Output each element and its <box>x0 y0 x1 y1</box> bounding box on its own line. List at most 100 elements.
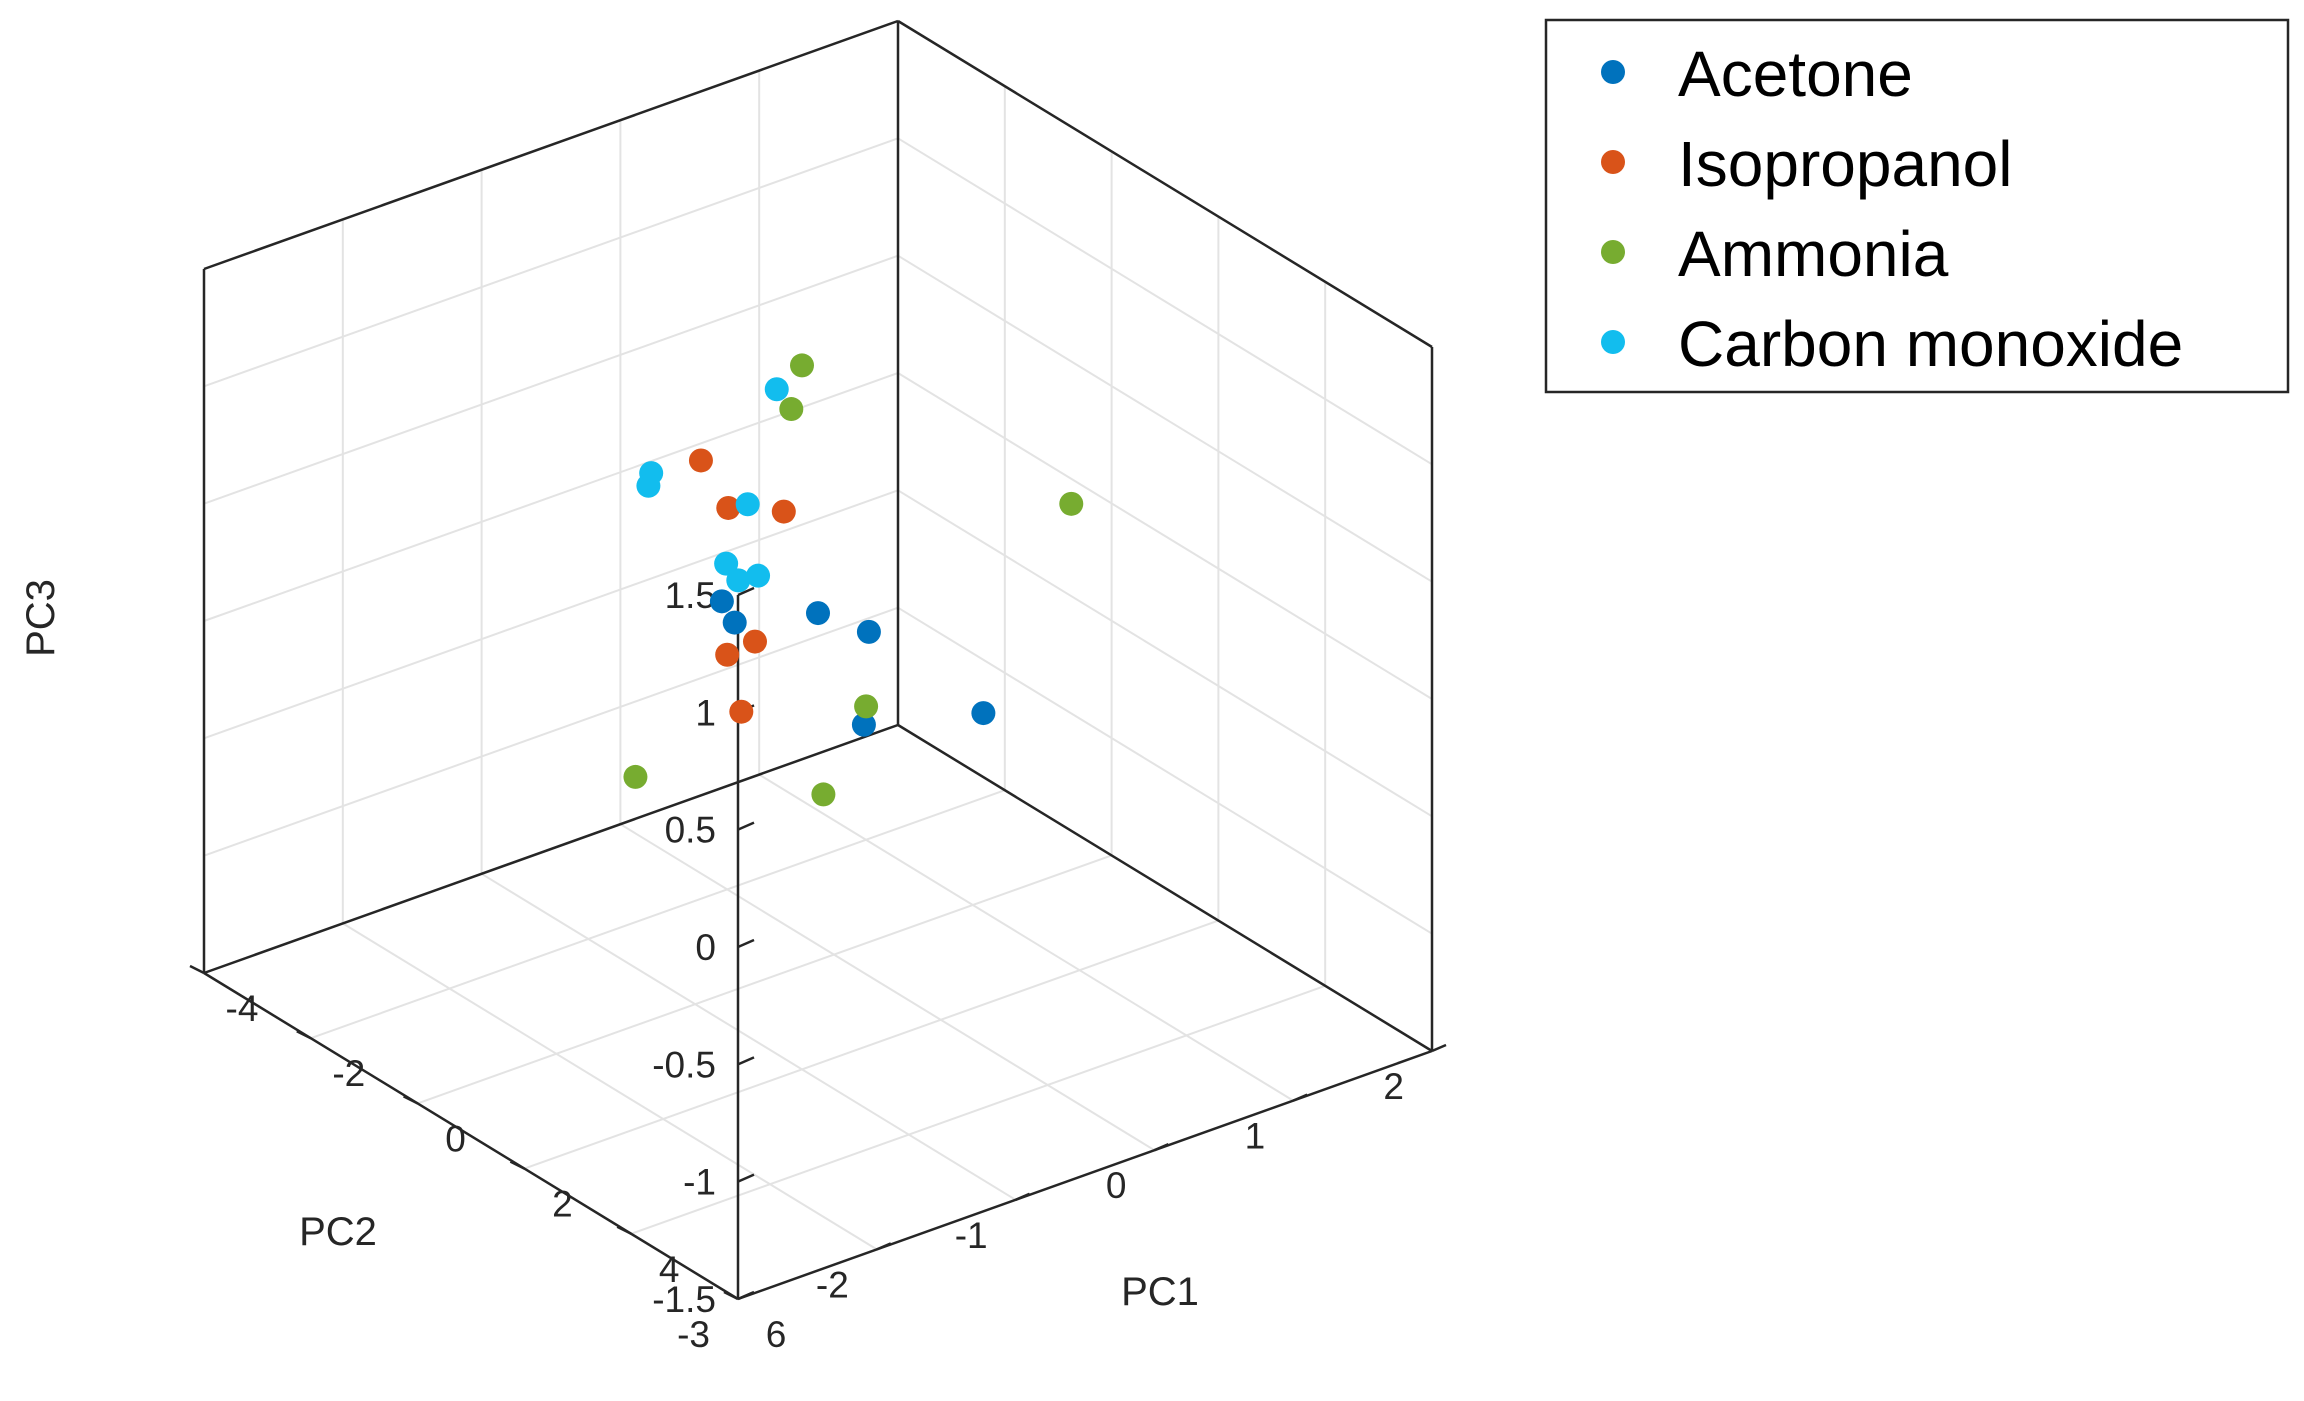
z-tick-mark <box>737 821 755 831</box>
point-acetone <box>856 619 881 644</box>
frame-edge <box>203 723 899 975</box>
y-tick-label: 2 <box>1383 1066 1404 1107</box>
point-ammonia <box>790 353 814 378</box>
grid-line <box>897 254 1433 583</box>
frame-edge <box>203 19 899 271</box>
grid-line <box>203 254 899 505</box>
legend-box <box>1544 18 2290 394</box>
z-tick-label: -0.5 <box>652 1044 716 1085</box>
grid-line <box>619 823 1155 1152</box>
legend-label-carbon-monoxide: Carbon monoxide <box>1678 308 2183 380</box>
point-acetone <box>806 601 830 626</box>
z-tick-label: -1 <box>683 1162 716 1203</box>
point-acetone <box>971 701 996 726</box>
axes-frame <box>189 19 1447 1301</box>
y-tick-label: 0 <box>1106 1165 1127 1206</box>
point-ammonia <box>811 782 836 807</box>
x-tick-label: 6 <box>766 1314 787 1355</box>
legend-label-ammonia: Ammonia <box>1678 218 1949 290</box>
legend: Acetone Isopropanol Ammonia Carbon monoxide <box>1544 18 2290 394</box>
legend-marker-carbon-monoxide <box>1601 330 1625 354</box>
x-tick-mark <box>189 964 205 975</box>
point-isopropanol <box>729 699 754 724</box>
y-tick-mark <box>1431 1043 1447 1053</box>
y-tick-mark <box>1015 1192 1031 1201</box>
legend-marker-isopropanol <box>1601 150 1625 174</box>
x-tick-mark <box>403 1095 419 1105</box>
x-tick-label: 2 <box>552 1184 573 1225</box>
tick-labels: -4 -2 0 2 4 6 -3 -2 -1 0 1 2 -1.5 -1 -0.5 0 0.5 1 1.5 <box>226 575 1404 1355</box>
grid-line <box>758 773 1294 1102</box>
legend-label-acetone: Acetone <box>1678 38 1913 110</box>
grid-line <box>897 137 1433 466</box>
grid-layer <box>203 20 1433 1300</box>
x-tick-label: -2 <box>332 1053 365 1094</box>
z-tick-mark <box>737 938 755 949</box>
point-carbon-monoxide <box>764 377 789 402</box>
legend-items: Acetone Isopropanol Ammonia Carbon monoxide <box>1601 38 2183 380</box>
y-axis-label: PC2 <box>299 1210 377 1254</box>
x-tick-mark <box>509 1160 525 1170</box>
data-points <box>623 353 1084 807</box>
grid-line <box>897 372 1433 700</box>
grid-line <box>203 137 899 388</box>
x-tick-label: 0 <box>445 1118 466 1159</box>
point-ammonia <box>779 397 804 422</box>
point-isopropanol <box>716 495 741 520</box>
y-tick-mark <box>876 1242 892 1251</box>
grid-line <box>630 984 1326 1235</box>
z-tick-label: 1.5 <box>665 575 716 616</box>
x-axis-label: PC1 <box>1121 1270 1199 1314</box>
point-isopropanol <box>771 499 796 524</box>
legend-marker-acetone <box>1601 60 1625 84</box>
point-acetone <box>851 712 876 737</box>
legend-marker-ammonia <box>1601 240 1625 264</box>
x-tick-label: 4 <box>659 1249 680 1290</box>
point-carbon-monoxide <box>726 568 751 593</box>
z-tick-mark <box>737 1173 755 1183</box>
y-tick-label: -1 <box>955 1215 988 1256</box>
x-tick-mark <box>296 1030 312 1040</box>
point-ammonia <box>854 694 879 719</box>
x-axis-line <box>737 1049 1433 1301</box>
frame-edge <box>897 19 1433 349</box>
y-tick-label: -2 <box>816 1264 849 1305</box>
z-tick-label: 1 <box>695 692 716 733</box>
z-tick-mark <box>737 1290 755 1301</box>
point-carbon-monoxide <box>636 473 661 498</box>
grid-line <box>524 919 1219 1170</box>
grid-line <box>897 606 1433 935</box>
grid-line <box>310 789 1006 1040</box>
grid-line <box>203 489 899 740</box>
point-ammonia <box>623 764 648 789</box>
z-tick-mark <box>737 1056 755 1066</box>
grid-line <box>897 489 1433 818</box>
legend-label-isopropanol: Isopropanol <box>1678 128 2012 200</box>
x-tick-mark <box>616 1225 632 1235</box>
y-tick-label: 1 <box>1245 1116 1266 1157</box>
y-axis-line <box>203 971 739 1301</box>
point-isopropanol <box>715 642 740 667</box>
point-carbon-monoxide <box>735 492 760 517</box>
point-acetone <box>709 589 734 614</box>
point-acetone <box>722 610 747 635</box>
axis-labels: PC1 PC2 PC3 <box>19 579 1199 1314</box>
point-carbon-monoxide <box>746 563 771 588</box>
z-axis-label: PC3 <box>19 579 63 657</box>
grid-line <box>417 854 1112 1105</box>
z-tick-label: 0.5 <box>665 810 716 851</box>
grid-line <box>342 922 878 1251</box>
z-tick-label: -1.5 <box>652 1279 716 1320</box>
z-tick-mark <box>737 586 755 597</box>
grid-line <box>203 606 899 857</box>
y-tick-label: -3 <box>677 1314 710 1355</box>
point-carbon-monoxide <box>714 551 739 576</box>
point-ammonia <box>1059 491 1084 516</box>
y-tick-mark <box>1292 1093 1308 1102</box>
x-tick-mark <box>723 1290 739 1301</box>
point-isopropanol <box>688 448 713 473</box>
grid-line <box>481 872 1017 1201</box>
y-tick-mark <box>1153 1143 1169 1152</box>
x-tick-label: -4 <box>226 988 259 1029</box>
frame-edge <box>897 723 1433 1053</box>
